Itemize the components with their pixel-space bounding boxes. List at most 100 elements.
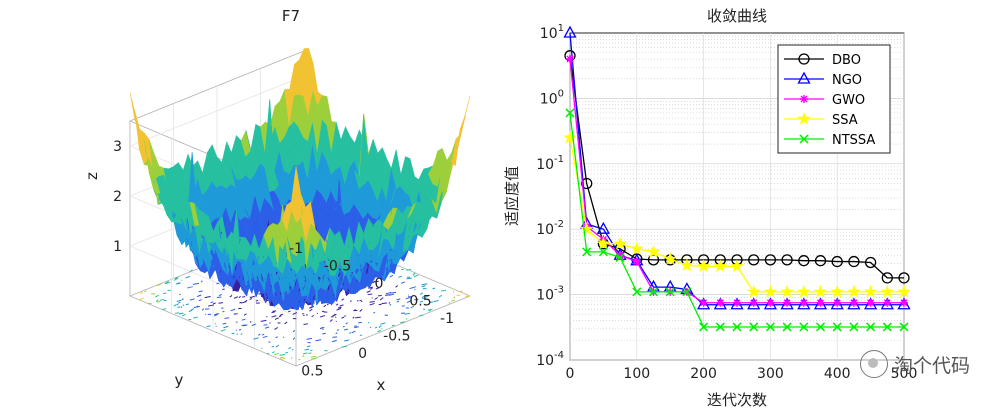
point-ssa bbox=[696, 259, 711, 273]
surface-contour bbox=[329, 319, 333, 322]
point-dbo bbox=[898, 272, 910, 284]
surface-contour bbox=[175, 276, 179, 279]
point-ngo bbox=[864, 297, 878, 310]
point-ngo bbox=[730, 297, 744, 310]
point-gwo bbox=[799, 298, 808, 307]
point-ssa bbox=[830, 284, 845, 298]
surface-ticks: -1 -0.5 0 0.5 -1 -0.5 0 0.5 1 2 3 bbox=[113, 139, 454, 380]
surface-contour bbox=[448, 301, 451, 304]
surface-contour bbox=[285, 351, 288, 354]
surface-contour bbox=[154, 294, 160, 298]
wechat-logo-icon bbox=[859, 350, 888, 378]
point-ntssa bbox=[648, 287, 659, 297]
point-ngo bbox=[847, 297, 861, 310]
surface-contour bbox=[292, 329, 296, 333]
surface-contour bbox=[359, 309, 363, 312]
point-ngo bbox=[880, 297, 894, 310]
surface-contour bbox=[332, 314, 337, 317]
surface-contour bbox=[179, 293, 181, 296]
surface-contour bbox=[182, 304, 185, 306]
surface-contour bbox=[176, 299, 182, 302]
surface-contour bbox=[173, 304, 176, 307]
surface-contour bbox=[241, 324, 246, 327]
point-gwo bbox=[749, 298, 758, 307]
point-dbo bbox=[814, 255, 827, 267]
surface-contour bbox=[406, 277, 412, 280]
surface-contour bbox=[323, 304, 327, 308]
surface-contour bbox=[175, 282, 181, 285]
surface-contour bbox=[223, 326, 228, 329]
conv-x-tick: 0 bbox=[566, 366, 575, 382]
legend-label: NTSSA bbox=[832, 133, 875, 148]
surface-contour bbox=[242, 296, 246, 298]
surface-contour bbox=[331, 339, 337, 343]
surface-contour bbox=[388, 302, 391, 304]
surface-contour bbox=[405, 296, 411, 300]
surface-contour bbox=[369, 301, 375, 303]
point-ngo bbox=[596, 221, 610, 234]
point-ntssa bbox=[849, 322, 859, 332]
surface-contour bbox=[302, 352, 308, 355]
surface-contour bbox=[433, 300, 439, 303]
surface-contour bbox=[432, 287, 436, 290]
surface-z-tick: 3 bbox=[113, 139, 122, 155]
surface-contour bbox=[406, 268, 412, 271]
point-gwo bbox=[566, 55, 574, 64]
surface-contour bbox=[357, 299, 359, 302]
surface-contour bbox=[310, 355, 317, 358]
point-ssa bbox=[563, 130, 577, 144]
point-ntssa bbox=[866, 322, 876, 332]
legend-marker bbox=[800, 95, 808, 103]
surface-x-tick: -0.5 bbox=[324, 259, 351, 275]
surface-contour bbox=[199, 294, 202, 297]
surface-contour bbox=[222, 310, 225, 313]
surface-contour bbox=[216, 282, 220, 285]
surface-contour bbox=[230, 308, 236, 312]
surface-contour bbox=[273, 352, 280, 356]
surface-contour bbox=[396, 298, 401, 301]
surface-y-tick: -1 bbox=[440, 311, 454, 327]
point-gwo bbox=[632, 257, 641, 266]
point-ssa bbox=[780, 284, 794, 298]
surface-contour bbox=[453, 296, 456, 299]
surface-y-tick: 0 bbox=[358, 346, 367, 362]
surface-contour bbox=[400, 281, 406, 284]
surface-contour bbox=[291, 348, 294, 351]
surface-contour bbox=[180, 306, 183, 308]
surface-contour bbox=[271, 315, 277, 318]
surface-contour bbox=[360, 300, 363, 303]
surface-contour bbox=[421, 285, 426, 288]
surface-contour bbox=[359, 299, 362, 302]
surface-contour bbox=[189, 298, 195, 301]
surface-contour bbox=[156, 300, 161, 303]
surface-z-tick: 2 bbox=[113, 189, 122, 205]
surface-contour bbox=[218, 293, 222, 297]
surface-contour bbox=[271, 311, 276, 314]
legend-marker bbox=[797, 71, 811, 84]
point-ssa bbox=[763, 284, 778, 298]
surface-plot: F7 -1 -0.5 0 0.5 -1 -0.5 0 0.5 1 2 3 x y z bbox=[83, 7, 471, 394]
surface-contour bbox=[413, 274, 419, 278]
surface-contour bbox=[400, 321, 405, 324]
surface-contour bbox=[343, 328, 349, 331]
surface-contour bbox=[274, 317, 279, 320]
conv-y-tick: 10-1 bbox=[536, 154, 564, 173]
point-ngo bbox=[897, 297, 911, 310]
surface-contour bbox=[354, 326, 359, 329]
surface-contour bbox=[249, 295, 255, 299]
surface-contour bbox=[181, 313, 186, 317]
point-ntssa bbox=[632, 287, 642, 297]
surface-contour bbox=[421, 283, 428, 286]
point-gwo bbox=[816, 298, 825, 307]
conv-x-tick: 500 bbox=[891, 366, 918, 382]
surface-contour bbox=[413, 272, 416, 275]
conv-x-tick: 400 bbox=[824, 366, 851, 382]
point-ntssa bbox=[749, 322, 759, 332]
surface-contour bbox=[192, 282, 200, 285]
surface-contour bbox=[238, 295, 241, 299]
convergence-ylabel: 适应度值 bbox=[503, 166, 521, 226]
surface-contour bbox=[292, 312, 298, 315]
surface-zlabel: z bbox=[83, 172, 101, 180]
surface-contour bbox=[249, 321, 252, 323]
